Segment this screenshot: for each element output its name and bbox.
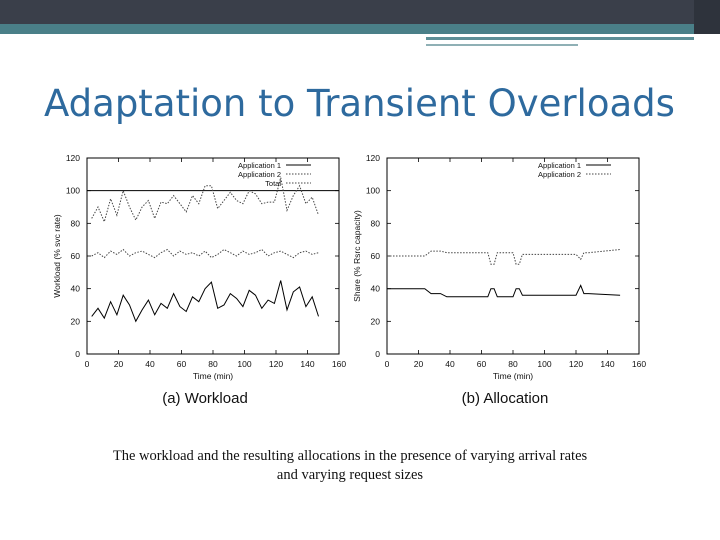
chart2-x-tick-label: 160 xyxy=(632,359,646,369)
chart2-legend-label: Application 2 xyxy=(538,170,581,179)
chart1-panel-label: (a) Workload xyxy=(162,390,248,407)
chart1-x-tick-label: 160 xyxy=(332,359,346,369)
title-bar-accent xyxy=(0,24,720,34)
chart1-legend-label: Application 2 xyxy=(238,170,281,179)
chart1-legend-label: Total xyxy=(265,179,281,188)
chart2-x-axis-label: Time (min) xyxy=(493,371,533,381)
chart2-panel-label: (b) Allocation xyxy=(462,390,549,407)
chart1-y-tick-label: 40 xyxy=(71,284,81,294)
chart1-plot-frame xyxy=(86,157,340,355)
chart1-x-tick-label: 120 xyxy=(269,359,283,369)
chart1-y-tick-label: 20 xyxy=(71,316,81,326)
chart1-series-application-1 xyxy=(91,280,319,323)
accent-rule xyxy=(426,37,694,40)
slide-title: Adaptation to Transient Overloads xyxy=(44,82,675,125)
chart1-series-application-2 xyxy=(91,248,319,259)
chart1-y-tick-label: 120 xyxy=(66,153,80,163)
chart2-x-tick-label: 140 xyxy=(600,359,614,369)
chart2-y-tick-label: 100 xyxy=(366,186,380,196)
chart1-y-tick-label: 0 xyxy=(75,349,80,359)
chart1-x-axis-label: Time (min) xyxy=(193,371,233,381)
chart1-x-tick-label: 0 xyxy=(85,359,90,369)
chart2-x-tick-label: 80 xyxy=(508,359,518,369)
chart2-x-tick-label: 100 xyxy=(537,359,551,369)
chart2-y-axis-label: Share (% Rsrc capacity) xyxy=(352,210,362,302)
chart1-y-tick-label: 80 xyxy=(71,218,81,228)
chart2-series-application-2 xyxy=(387,249,621,265)
title-bar-decoration xyxy=(0,0,720,34)
chart2-y-tick-label: 80 xyxy=(371,218,381,228)
chart2-y-tick-label: 120 xyxy=(366,153,380,163)
chart2-y-tick-label: 40 xyxy=(371,284,381,294)
chart2-legend-label: Application 1 xyxy=(538,161,581,170)
chart1-legend-label: Application 1 xyxy=(238,161,281,170)
chart2-y-tick-label: 60 xyxy=(371,251,381,261)
chart1-y-tick-label: 60 xyxy=(71,251,81,261)
chart1-x-tick-label: 60 xyxy=(177,359,187,369)
chart2-series-application-1 xyxy=(387,284,621,298)
chart1-x-tick-label: 100 xyxy=(237,359,251,369)
chart1-y-axis-label: Workload (% svc rate) xyxy=(52,214,62,298)
chart2-x-tick-label: 120 xyxy=(569,359,583,369)
caption-line-2: and varying request sizes xyxy=(276,467,424,483)
chart2-x-tick-label: 20 xyxy=(414,359,424,369)
slide-caption: The workload and the resulting allocatio… xyxy=(30,447,670,485)
workload-chart: 0 20 40 60 80 100 120 140 160 0 20 40 60 80 100 120 Appl… xyxy=(52,153,346,407)
chart1-x-tick-label: 140 xyxy=(300,359,314,369)
chart1-x-tick-label: 40 xyxy=(145,359,155,369)
chart2-x-tick-label: 60 xyxy=(477,359,487,369)
chart2-x-tick-label: 0 xyxy=(385,359,390,369)
chart1-x-tick-label: 20 xyxy=(114,359,124,369)
caption-line-1: The workload and the resulting allocatio… xyxy=(112,448,588,464)
chart2-y-tick-label: 0 xyxy=(375,349,380,359)
chart2-x-tick-label: 40 xyxy=(445,359,455,369)
chart2-plot-frame xyxy=(386,157,640,355)
chart1-y-tick-label: 100 xyxy=(66,186,80,196)
allocation-chart: 0 20 40 60 80 100 120 140 160 0 20 40 60 80 100 120 Appl… xyxy=(352,153,646,407)
accent-rule-thin xyxy=(426,44,578,46)
chart2-y-tick-label: 20 xyxy=(371,316,381,326)
chart1-x-tick-label: 80 xyxy=(208,359,218,369)
title-bar-corner xyxy=(694,0,720,34)
